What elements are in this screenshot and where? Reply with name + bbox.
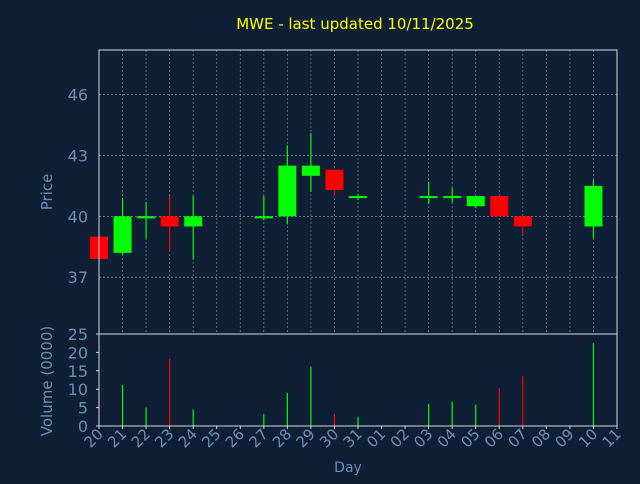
candle-body <box>113 216 132 253</box>
grid-lines <box>98 50 618 334</box>
x-tick-label: 24 <box>175 425 201 451</box>
price-tick-label: 40 <box>68 207 88 226</box>
x-tick-label: 02 <box>387 425 413 451</box>
x-tick-label: 30 <box>316 425 342 451</box>
price-tick-label: 37 <box>68 268 88 287</box>
x-tick-label: 29 <box>293 425 319 451</box>
price-axis-label: Price <box>38 174 56 211</box>
candle-body <box>466 196 485 207</box>
plot-frames <box>96 49 618 429</box>
x-tick-label: 25 <box>198 425 224 451</box>
x-tick-label: 28 <box>269 425 295 451</box>
x-tick-label: 06 <box>481 425 507 451</box>
candle-body <box>301 165 320 176</box>
x-tick-label: 04 <box>434 425 460 451</box>
candle-body <box>490 196 509 217</box>
x-tick-label: 07 <box>504 425 530 451</box>
x-tick-label: 11 <box>599 425 625 451</box>
x-tick-label: 21 <box>104 425 130 451</box>
x-axis-label: Day <box>334 460 362 476</box>
tick-labels: 3740434605101520252021222324252627282930… <box>68 86 625 452</box>
chart-marks <box>90 133 603 426</box>
candle-body <box>137 216 156 219</box>
candle-body <box>254 216 273 219</box>
volume-axis-label: Volume (0000) <box>38 326 56 436</box>
candle-body <box>325 169 344 190</box>
x-tick-label: 27 <box>245 425 271 451</box>
x-tick-label: 23 <box>151 425 177 451</box>
candle-body <box>184 216 203 227</box>
candle-body <box>349 196 367 199</box>
chart-title: MWE - last updated 10/11/2025 <box>236 15 474 33</box>
price-tick-label: 46 <box>68 86 88 105</box>
x-tick-label: 09 <box>552 425 578 451</box>
volume-tick-label: 25 <box>68 325 88 344</box>
x-tick-label: 08 <box>528 425 554 451</box>
volume-tick-label: 10 <box>68 380 88 399</box>
x-tick-label: 26 <box>222 425 248 451</box>
candle-body <box>513 216 532 227</box>
volume-tick-label: 0 <box>78 417 88 436</box>
candle-body <box>278 165 297 217</box>
candle-body <box>443 196 462 199</box>
volume-tick-label: 15 <box>68 362 88 381</box>
x-tick-label: 22 <box>128 425 154 451</box>
volume-tick-label: 5 <box>78 399 88 418</box>
volume-panel-frame <box>98 333 618 427</box>
candle-body <box>419 196 438 199</box>
price-tick-label: 43 <box>68 146 88 165</box>
x-tick-label: 10 <box>575 425 601 451</box>
candle-body <box>584 185 603 227</box>
volume-tick-label: 20 <box>68 343 88 362</box>
x-tick-label: 31 <box>340 425 366 451</box>
x-tick-label: 03 <box>410 425 436 451</box>
candle-body <box>160 216 179 227</box>
x-tick-label: 05 <box>457 425 483 451</box>
x-tick-label: 01 <box>363 425 389 451</box>
